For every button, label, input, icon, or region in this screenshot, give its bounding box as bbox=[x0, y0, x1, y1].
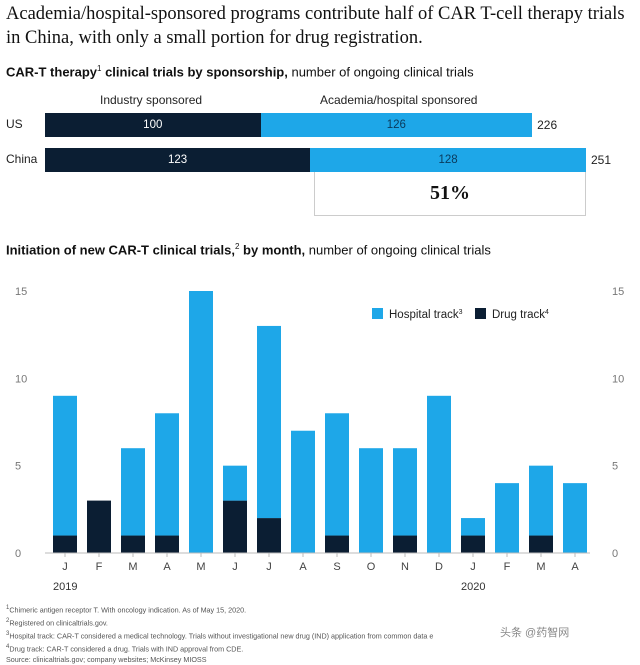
percentage-callout: 51% bbox=[314, 172, 586, 216]
bar-hospital-track-0 bbox=[53, 395, 77, 536]
bar-us-academia-value: 126 bbox=[386, 119, 406, 131]
bar-us-academia bbox=[260, 113, 533, 137]
y-tick-left-5: 5 bbox=[15, 461, 21, 473]
x-tick-label-8: S bbox=[333, 561, 340, 573]
bar-drug-track-10 bbox=[393, 535, 417, 553]
bar-china-total: 251 bbox=[591, 153, 612, 167]
bar-hospital-track-8 bbox=[325, 413, 349, 536]
headline: Academia/hospital-sponsored programs con… bbox=[6, 4, 625, 48]
legend-drug-swatch bbox=[475, 308, 486, 319]
bar-china-industry bbox=[45, 148, 311, 172]
footnotes: 1Chimeric antigen receptor T. With oncol… bbox=[6, 603, 626, 665]
x-tick-label-0: J bbox=[62, 561, 68, 573]
top-title-rest: number of ongoing clinical trials bbox=[287, 64, 474, 80]
legend-hospital-label: Hospital track3 bbox=[389, 309, 463, 321]
bar-drug-track-0 bbox=[53, 535, 77, 553]
legend-hospital-swatch bbox=[372, 308, 383, 319]
row-label-china: China bbox=[6, 152, 38, 166]
bottom-title-bold: Initiation of new CAR-T clinical trials, bbox=[6, 242, 235, 258]
bar-drug-track-1 bbox=[87, 500, 111, 553]
footnote-2: 2Registered on clinicaltrials.gov. bbox=[6, 617, 108, 628]
bar-hospital-track-7 bbox=[291, 430, 315, 553]
bar-us-industry-value: 100 bbox=[143, 119, 163, 131]
x-tick-label-5: J bbox=[232, 561, 238, 573]
x-tick-label-13: F bbox=[504, 561, 511, 573]
top-chart-title: CAR-T therapy1 clinical trials by sponso… bbox=[6, 64, 474, 79]
y-tick-left-10: 10 bbox=[15, 373, 27, 385]
header-academia: Academia/hospital sponsored bbox=[320, 93, 478, 107]
x-tick-label-11: D bbox=[435, 561, 443, 573]
x-tick-label-3: A bbox=[163, 561, 171, 573]
top-title-sup: 1 bbox=[97, 64, 102, 73]
x-tick-label-9: O bbox=[367, 561, 376, 573]
y-tick-right-0: 0 bbox=[612, 548, 618, 560]
year-label-2019: 2019 bbox=[53, 581, 77, 593]
bar-us-total: 226 bbox=[537, 118, 558, 132]
y-tick-left-0: 0 bbox=[15, 548, 21, 560]
bar-hospital-track-14 bbox=[529, 465, 553, 536]
footnote-source: Source: clinicaltrials.gov; company webs… bbox=[6, 654, 207, 664]
y-tick-left-15: 15 bbox=[15, 286, 27, 298]
bar-hospital-track-3 bbox=[155, 413, 179, 536]
row-label-us: US bbox=[6, 117, 23, 131]
x-tick-label-2: M bbox=[128, 561, 137, 573]
bar-drug-track-8 bbox=[325, 535, 349, 553]
bar-drug-track-12 bbox=[461, 535, 485, 553]
x-tick-label-1: F bbox=[96, 561, 103, 573]
monthly-bar-chart: 0 0 5 5 10 10 15 15 J F M A M J J A S O N D J F M A 2019 2020 Hosp… bbox=[15, 286, 624, 593]
bar-drug-track-14 bbox=[529, 535, 553, 553]
bar-hospital-track-4 bbox=[189, 291, 213, 553]
year-label-2020: 2020 bbox=[461, 581, 485, 593]
bar-drug-track-2 bbox=[121, 535, 145, 553]
footnote-1: 1Chimeric antigen receptor T. With oncol… bbox=[6, 605, 247, 615]
bar-us-industry bbox=[45, 113, 261, 137]
bar-china-industry-value: 123 bbox=[167, 154, 188, 166]
watermark: 头条 @药智网 bbox=[500, 627, 570, 639]
bottom-title-rest: number of ongoing clinical trials bbox=[305, 242, 491, 258]
bar-hospital-track-12 bbox=[461, 518, 485, 536]
bar-china-academia bbox=[310, 148, 586, 172]
bar-drug-track-6 bbox=[257, 518, 281, 553]
bottom-title-sup: 2 bbox=[234, 242, 240, 251]
y-tick-right-15: 15 bbox=[612, 286, 624, 298]
bar-hospital-track-9 bbox=[359, 448, 383, 553]
percentage-value: 51% bbox=[430, 182, 470, 204]
bar-hospital-track-2 bbox=[121, 448, 145, 536]
x-tick-label-12: J bbox=[470, 561, 476, 573]
legend-drug-label: Drug track4 bbox=[492, 309, 549, 321]
bar-drug-track-3 bbox=[155, 535, 179, 553]
x-tick-label-4: M bbox=[196, 561, 205, 573]
x-tick-label-14: M bbox=[536, 561, 545, 573]
bottom-chart-title: Initiation of new CAR-T clinical trials,… bbox=[6, 242, 491, 257]
bar-hospital-track-10 bbox=[393, 448, 417, 536]
footnote-4: 4Drug track: CAR-T considered a drug. Tr… bbox=[6, 643, 244, 654]
header-industry: Industry sponsored bbox=[100, 93, 203, 107]
bar-hospital-track-11 bbox=[427, 395, 451, 553]
bar-hospital-track-5 bbox=[223, 465, 247, 501]
x-tick-label-6: J bbox=[266, 561, 272, 573]
x-tick-label-15: A bbox=[571, 561, 579, 573]
x-tick-label-7: A bbox=[299, 561, 307, 573]
y-tick-right-10: 10 bbox=[612, 373, 624, 385]
bar-hospital-track-13 bbox=[495, 483, 519, 553]
x-tick-label-10: N bbox=[401, 561, 409, 573]
bar-drug-track-5 bbox=[223, 500, 247, 553]
top-title-bold2: clinical trials by sponsorship, bbox=[101, 64, 288, 80]
bar-china-academia-value: 128 bbox=[438, 154, 458, 166]
y-tick-right-5: 5 bbox=[612, 461, 618, 473]
bar-hospital-track-6 bbox=[257, 325, 281, 519]
top-title-bold: CAR-T therapy bbox=[6, 64, 98, 80]
footnote-3: 3Hospital track: CAR-T considered a medi… bbox=[6, 630, 434, 641]
bar-hospital-track-15 bbox=[563, 483, 587, 553]
bottom-title-bold2: by month, bbox=[239, 242, 306, 258]
